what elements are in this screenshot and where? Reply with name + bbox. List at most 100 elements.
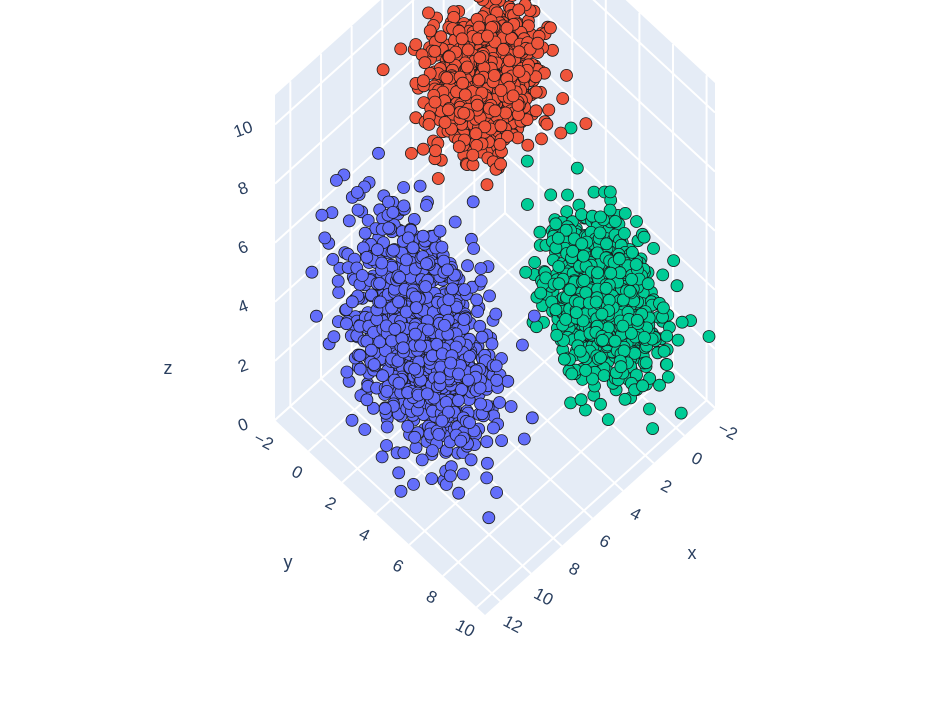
x-axis-title: x: [688, 543, 697, 563]
gridline-y-floor: [442, 368, 674, 577]
scatter-point-cluster-0: [397, 181, 411, 194]
scatter-point-cluster-2: [528, 255, 542, 269]
scatter-point-cluster-2: [549, 303, 563, 317]
scatter-point-cluster-2: [646, 422, 659, 436]
scatter-point-cluster-2: [544, 188, 558, 202]
x-tick-label: 0: [688, 448, 705, 469]
x-tick-label: 4: [627, 503, 644, 524]
scatter-point-cluster-0: [408, 362, 422, 376]
scatter-point-cluster-0: [372, 146, 385, 160]
scatter-point-cluster-2: [559, 223, 573, 237]
scatter-point-cluster-0: [399, 253, 413, 267]
scatter-point-cluster-2: [670, 279, 684, 293]
scatter-point-cluster-0: [461, 373, 475, 387]
scatter-point-cluster-0: [463, 416, 476, 430]
scatter-point-cluster-0: [331, 274, 345, 288]
scatter-point-cluster-0: [420, 257, 433, 271]
scatter-point-cluster-0: [517, 432, 531, 446]
scatter-point-cluster-2: [656, 268, 670, 282]
scatter-point-cluster-0: [495, 434, 509, 448]
scatter-point-cluster-1: [418, 56, 432, 70]
scatter-point-cluster-0: [380, 439, 393, 452]
scatter-markers: [305, 0, 716, 525]
scatter-point-cluster-1: [494, 84, 508, 97]
scatter-point-cluster-0: [332, 286, 346, 299]
scatter-point-cluster-0: [474, 397, 488, 411]
scatter-point-cluster-0: [318, 231, 332, 245]
scatter-point-cluster-2: [586, 372, 599, 386]
scatter-point-cluster-1: [431, 172, 445, 185]
scatter-point-cluster-2: [575, 237, 589, 251]
scatter-point-cluster-1: [579, 117, 593, 130]
scatter-point-cluster-0: [367, 358, 381, 372]
scatter-point-cluster-2: [579, 363, 592, 377]
scatter-point-cluster-0: [445, 282, 459, 296]
scatter-point-cluster-1: [466, 148, 480, 162]
scatter-point-cluster-1: [457, 106, 471, 120]
scatter-point-cluster-0: [448, 215, 462, 229]
scatter-point-cluster-0: [443, 469, 457, 483]
scatter-point-cluster-0: [371, 243, 384, 257]
scatter-point-cluster-2: [561, 188, 574, 202]
scatter-point-cluster-1: [529, 104, 543, 118]
scatter-point-cluster-0: [486, 421, 500, 435]
gridline-x-floor: [289, 405, 502, 602]
scatter-point-cluster-2: [563, 283, 577, 297]
scatter-point-cluster-0: [501, 374, 515, 388]
scatter-point-cluster-2: [564, 121, 578, 135]
scatter-point-cluster-2: [608, 215, 622, 228]
scatter-point-cluster-1: [416, 74, 430, 88]
scatter-point-cluster-0: [483, 289, 496, 303]
z-tick-label: 4: [235, 296, 250, 317]
scatter-point-cluster-0: [490, 373, 504, 387]
x-tick-label: 10: [531, 584, 557, 610]
scatter-point-cluster-0: [355, 269, 369, 282]
scatter-point-cluster-0: [393, 270, 407, 284]
scatter-point-cluster-0: [440, 263, 454, 277]
z-axis-title: z: [164, 358, 173, 378]
gridline-z-right: [592, 0, 716, 114]
scatter-point-cluster-0: [407, 477, 420, 491]
scatter-point-cluster-0: [454, 434, 468, 448]
scatter-point-cluster-2: [630, 215, 643, 228]
scatter-point-cluster-1: [542, 103, 556, 117]
scatter-point-cluster-0: [373, 277, 387, 290]
scatter-point-cluster-2: [603, 185, 617, 199]
scatter-point-cluster-2: [589, 295, 603, 309]
scatter-point-cluster-2: [550, 328, 564, 342]
scatter-point-cluster-1: [487, 69, 501, 82]
scatter-point-cluster-1: [473, 0, 484, 3]
scatter-point-cluster-2: [577, 249, 590, 263]
scatter-point-cluster-0: [419, 199, 433, 212]
scatter-point-cluster-2: [570, 161, 584, 175]
scatter-point-cluster-0: [489, 307, 503, 321]
scatter-point-cluster-1: [434, 30, 448, 44]
scatter-point-cluster-0: [375, 256, 389, 270]
scatter-point-cluster-2: [552, 260, 566, 274]
scatter-point-cluster-2: [534, 286, 548, 300]
scatter-point-cluster-2: [671, 333, 685, 347]
scatter-point-cluster-2: [593, 226, 607, 240]
scatter-point-cluster-0: [397, 446, 411, 460]
scatter-point-cluster-0: [358, 226, 372, 240]
scatter-point-cluster-1: [376, 63, 390, 77]
scatter-point-cluster-2: [667, 254, 680, 268]
scatter-point-cluster-1: [556, 92, 570, 105]
scatter-point-cluster-1: [452, 140, 466, 154]
scatter-point-cluster-0: [471, 305, 485, 319]
scatter-point-cluster-1: [507, 0, 517, 2]
scatter-point-cluster-1: [499, 106, 513, 120]
scatter-point-cluster-2: [674, 406, 688, 420]
z-tick-label: 0: [235, 414, 250, 435]
scatter-point-cluster-0: [353, 362, 367, 376]
scatter-point-cluster-0: [466, 195, 480, 209]
scatter-point-cluster-2: [612, 252, 626, 266]
scatter-point-cluster-0: [433, 371, 447, 385]
scatter-point-cluster-1: [404, 146, 418, 160]
scatter-point-cluster-0: [463, 350, 476, 363]
scatter-point-cluster-2: [577, 274, 591, 287]
scatter-point-cluster-1: [480, 178, 494, 192]
scatter-point-cluster-0: [397, 199, 411, 213]
scatter-point-cluster-0: [342, 214, 356, 228]
